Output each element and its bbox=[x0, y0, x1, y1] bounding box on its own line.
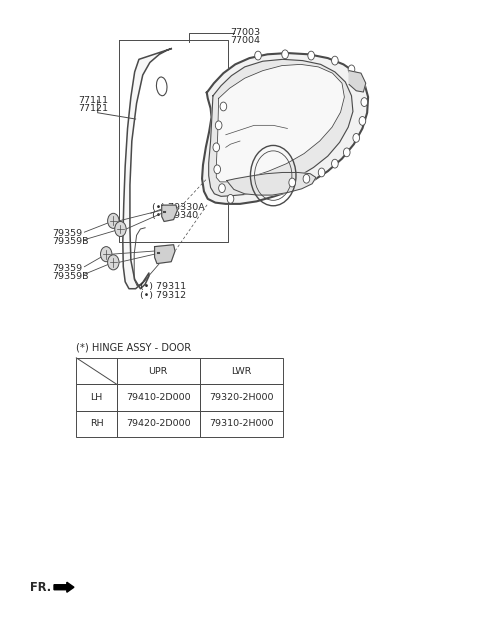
Text: UPR: UPR bbox=[148, 366, 168, 375]
Polygon shape bbox=[227, 172, 316, 195]
Bar bbox=[117, 358, 200, 384]
Circle shape bbox=[357, 80, 364, 89]
Text: 79359: 79359 bbox=[53, 229, 83, 238]
Circle shape bbox=[282, 50, 288, 59]
Polygon shape bbox=[123, 49, 171, 288]
Text: 79359: 79359 bbox=[53, 264, 83, 273]
Polygon shape bbox=[155, 245, 175, 264]
Bar bbox=[117, 411, 200, 437]
Text: 79410-2D000: 79410-2D000 bbox=[126, 393, 191, 402]
Text: LWR: LWR bbox=[231, 366, 252, 375]
Polygon shape bbox=[202, 53, 368, 204]
Circle shape bbox=[227, 195, 234, 204]
Circle shape bbox=[303, 174, 310, 183]
FancyArrow shape bbox=[54, 582, 74, 592]
Text: 79359B: 79359B bbox=[53, 237, 89, 246]
Text: 79320-2H000: 79320-2H000 bbox=[209, 393, 274, 402]
Text: 77121: 77121 bbox=[78, 104, 108, 113]
Text: FR.: FR. bbox=[30, 581, 51, 593]
Text: 79359B: 79359B bbox=[53, 272, 89, 281]
Bar bbox=[117, 384, 200, 411]
Bar bbox=[76, 384, 117, 411]
Polygon shape bbox=[216, 65, 344, 182]
Bar bbox=[200, 411, 283, 437]
Circle shape bbox=[318, 168, 325, 177]
Circle shape bbox=[100, 247, 112, 262]
Text: (•) 79340: (•) 79340 bbox=[152, 210, 198, 220]
Circle shape bbox=[359, 117, 366, 126]
Circle shape bbox=[216, 121, 222, 130]
Polygon shape bbox=[162, 205, 178, 221]
Circle shape bbox=[348, 65, 355, 74]
Circle shape bbox=[361, 98, 368, 107]
Circle shape bbox=[353, 134, 360, 142]
Circle shape bbox=[115, 221, 126, 236]
Text: 77003: 77003 bbox=[230, 28, 261, 37]
Text: (*) HINGE ASSY - DOOR: (*) HINGE ASSY - DOOR bbox=[76, 342, 192, 352]
Circle shape bbox=[255, 51, 261, 60]
Text: 77111: 77111 bbox=[78, 96, 108, 105]
Circle shape bbox=[213, 143, 219, 152]
Polygon shape bbox=[209, 60, 353, 197]
Text: (•) 79330A: (•) 79330A bbox=[152, 203, 205, 212]
Bar bbox=[200, 384, 283, 411]
Circle shape bbox=[108, 213, 119, 228]
Text: RH: RH bbox=[90, 419, 103, 429]
Text: 79310-2H000: 79310-2H000 bbox=[209, 419, 274, 429]
Circle shape bbox=[108, 255, 119, 270]
Text: LH: LH bbox=[90, 393, 103, 402]
Bar bbox=[76, 358, 117, 384]
Circle shape bbox=[289, 178, 296, 187]
Text: 79420-2D000: 79420-2D000 bbox=[126, 419, 191, 429]
Circle shape bbox=[332, 159, 338, 168]
Text: (•) 79311: (•) 79311 bbox=[140, 282, 187, 292]
Bar bbox=[200, 358, 283, 384]
Circle shape bbox=[214, 165, 220, 174]
Text: (•) 79312: (•) 79312 bbox=[140, 290, 187, 300]
Bar bbox=[76, 411, 117, 437]
Circle shape bbox=[220, 102, 227, 111]
Circle shape bbox=[308, 51, 314, 60]
Text: 77004: 77004 bbox=[230, 36, 261, 45]
Circle shape bbox=[219, 184, 225, 193]
Polygon shape bbox=[349, 70, 366, 92]
Circle shape bbox=[343, 148, 350, 157]
Circle shape bbox=[332, 56, 338, 65]
